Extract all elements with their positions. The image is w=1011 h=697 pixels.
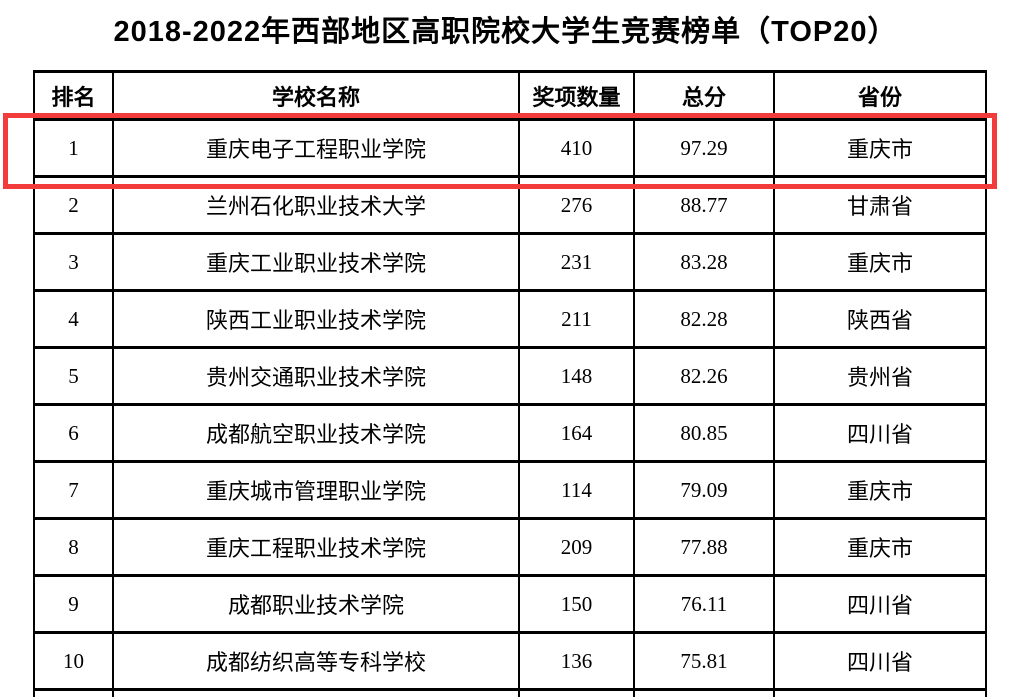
- table-cell: 75.81: [633, 631, 775, 691]
- table-cell: 重庆市: [773, 232, 987, 292]
- ranking-table-grid: 排名 学校名称 奖项数量 总分 省份 1 重庆电子工程职业学院 410 97.29 重庆市 2 兰州…: [33, 70, 987, 697]
- table-cell: 114: [518, 460, 635, 520]
- table-cell: 兰州石化职业技术大学: [112, 175, 520, 235]
- table-cell: 重庆工业职业技术学院: [112, 232, 520, 292]
- table-cell: 重庆工程职业技术学院: [112, 517, 520, 577]
- table-cell: [33, 688, 114, 697]
- table-row: 10 成都纺织高等专科学校 136 75.81 四川省: [33, 631, 987, 691]
- table-cell: 88.77: [633, 175, 775, 235]
- table-cell: 2: [33, 175, 114, 235]
- table-row: 1 重庆电子工程职业学院 410 97.29 重庆市: [33, 118, 987, 178]
- table-cell: 重庆市: [773, 460, 987, 520]
- table-header-row: 排名 学校名称 奖项数量 总分 省份: [33, 70, 987, 121]
- table-cell: 成都航空职业技术学院: [112, 403, 520, 463]
- table-cell: [633, 688, 775, 697]
- table-cell: 成都职业技术学院: [112, 574, 520, 634]
- table-cell: 82.28: [633, 289, 775, 349]
- table-cell: 6: [33, 403, 114, 463]
- table-cell: 80.85: [633, 403, 775, 463]
- table-cell: [112, 688, 520, 697]
- table-cell: 四川省: [773, 403, 987, 463]
- table-row: 2 兰州石化职业技术大学 276 88.77 甘肃省: [33, 175, 987, 235]
- table-cell: 5: [33, 346, 114, 406]
- table-cell: 四川省: [773, 574, 987, 634]
- table-cell: 重庆市: [773, 517, 987, 577]
- table-cell: 甘肃省: [773, 175, 987, 235]
- table-cell: 贵州交通职业技术学院: [112, 346, 520, 406]
- table-cell: 276: [518, 175, 635, 235]
- table-row: 6 成都航空职业技术学院 164 80.85 四川省: [33, 403, 987, 463]
- table-header: 排名 学校名称 奖项数量 总分 省份: [33, 70, 987, 121]
- table-row: 9 成都职业技术学院 150 76.11 四川省: [33, 574, 987, 634]
- page-title: 2018-2022年西部地区高职院校大学生竞赛榜单（TOP20）: [113, 16, 898, 48]
- table-cell: 重庆城市管理职业学院: [112, 460, 520, 520]
- table-cell: 成都纺织高等专科学校: [112, 631, 520, 691]
- table-cell: 209: [518, 517, 635, 577]
- table-cell: 四川省: [773, 631, 987, 691]
- table-cell: 136: [518, 631, 635, 691]
- table-cell: 4: [33, 289, 114, 349]
- table-cell: 231: [518, 232, 635, 292]
- table-cell: 76.11: [633, 574, 775, 634]
- table-cell: 重庆电子工程职业学院: [112, 118, 520, 178]
- column-header: 总分: [633, 70, 775, 121]
- table-cell: 陕西工业职业技术学院: [112, 289, 520, 349]
- table-cell: 150: [518, 574, 635, 634]
- table-cell: 贵州省: [773, 346, 987, 406]
- table-cell: 97.29: [633, 118, 775, 178]
- table-cell: 7: [33, 460, 114, 520]
- column-header: 排名: [33, 70, 114, 121]
- table-cell: 79.09: [633, 460, 775, 520]
- table-cell: 83.28: [633, 232, 775, 292]
- table-cell: 10: [33, 631, 114, 691]
- table-cell: [518, 688, 635, 697]
- table-cell: 8: [33, 517, 114, 577]
- table-row: 4 陕西工业职业技术学院 211 82.28 陕西省: [33, 289, 987, 349]
- table-cell: 陕西省: [773, 289, 987, 349]
- table-cell: 82.26: [633, 346, 775, 406]
- table-cell: 410: [518, 118, 635, 178]
- table-cell: 164: [518, 403, 635, 463]
- column-header: 省份: [773, 70, 987, 121]
- table-row: 5 贵州交通职业技术学院 148 82.26 贵州省: [33, 346, 987, 406]
- table-cell: 3: [33, 232, 114, 292]
- table-row: 3 重庆工业职业技术学院 231 83.28 重庆市: [33, 232, 987, 292]
- table-cell: 重庆市: [773, 118, 987, 178]
- table-row: 7 重庆城市管理职业学院 114 79.09 重庆市: [33, 460, 987, 520]
- table-cell: 77.88: [633, 517, 775, 577]
- table-cell: 1: [33, 118, 114, 178]
- column-header: 奖项数量: [518, 70, 635, 121]
- column-header: 学校名称: [112, 70, 520, 121]
- table-cell: 148: [518, 346, 635, 406]
- table-cell: 211: [518, 289, 635, 349]
- table-cell: [773, 688, 987, 697]
- table-cell: 9: [33, 574, 114, 634]
- table-row-partial: [33, 688, 987, 697]
- ranking-table: 排名 学校名称 奖项数量 总分 省份 1 重庆电子工程职业学院 410 97.29 重庆市 2 兰州…: [33, 70, 987, 697]
- table-row: 8 重庆工程职业技术学院 209 77.88 重庆市: [33, 517, 987, 577]
